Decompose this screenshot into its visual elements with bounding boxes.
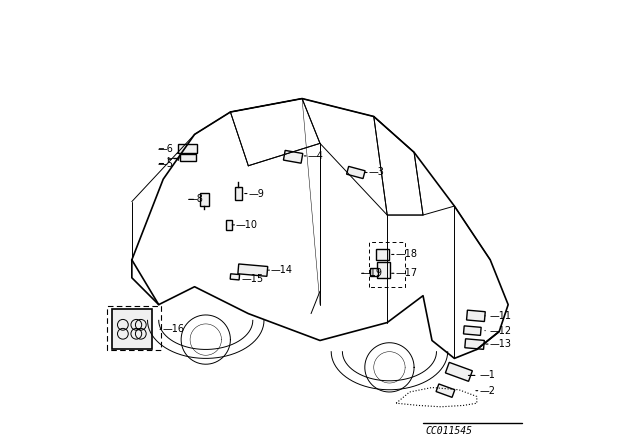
Polygon shape bbox=[200, 193, 209, 206]
Text: —3: —3 bbox=[369, 168, 384, 177]
Polygon shape bbox=[347, 166, 365, 179]
Polygon shape bbox=[465, 339, 484, 349]
Polygon shape bbox=[230, 274, 239, 280]
Polygon shape bbox=[284, 151, 303, 163]
Polygon shape bbox=[378, 262, 390, 278]
Polygon shape bbox=[436, 384, 455, 397]
Text: —13: —13 bbox=[490, 339, 511, 349]
Text: —12: —12 bbox=[490, 326, 511, 336]
Polygon shape bbox=[463, 326, 481, 336]
Text: —5: —5 bbox=[158, 159, 174, 168]
Text: —9: —9 bbox=[248, 189, 264, 198]
Text: —8: —8 bbox=[188, 194, 204, 204]
Polygon shape bbox=[235, 187, 242, 200]
Text: —17: —17 bbox=[396, 268, 417, 278]
Text: —7: —7 bbox=[167, 153, 183, 163]
Text: —4: —4 bbox=[307, 151, 323, 161]
Polygon shape bbox=[376, 249, 389, 260]
Text: —11: —11 bbox=[490, 311, 511, 321]
Polygon shape bbox=[227, 220, 232, 230]
Polygon shape bbox=[370, 268, 378, 276]
Polygon shape bbox=[467, 310, 485, 322]
Polygon shape bbox=[445, 362, 472, 381]
Polygon shape bbox=[112, 309, 152, 349]
Text: —10: —10 bbox=[236, 220, 258, 230]
Text: CC011545: CC011545 bbox=[425, 426, 472, 436]
Polygon shape bbox=[179, 144, 197, 153]
Text: —14: —14 bbox=[271, 265, 292, 275]
Text: —2: —2 bbox=[479, 386, 495, 396]
Polygon shape bbox=[180, 154, 196, 161]
Text: —15: —15 bbox=[242, 274, 264, 284]
Text: —19: —19 bbox=[360, 268, 382, 278]
Polygon shape bbox=[238, 264, 268, 276]
Text: —16: —16 bbox=[163, 324, 184, 334]
Text: —6: —6 bbox=[158, 144, 173, 154]
Text: —1: —1 bbox=[479, 370, 495, 380]
Text: —18: —18 bbox=[396, 250, 417, 259]
